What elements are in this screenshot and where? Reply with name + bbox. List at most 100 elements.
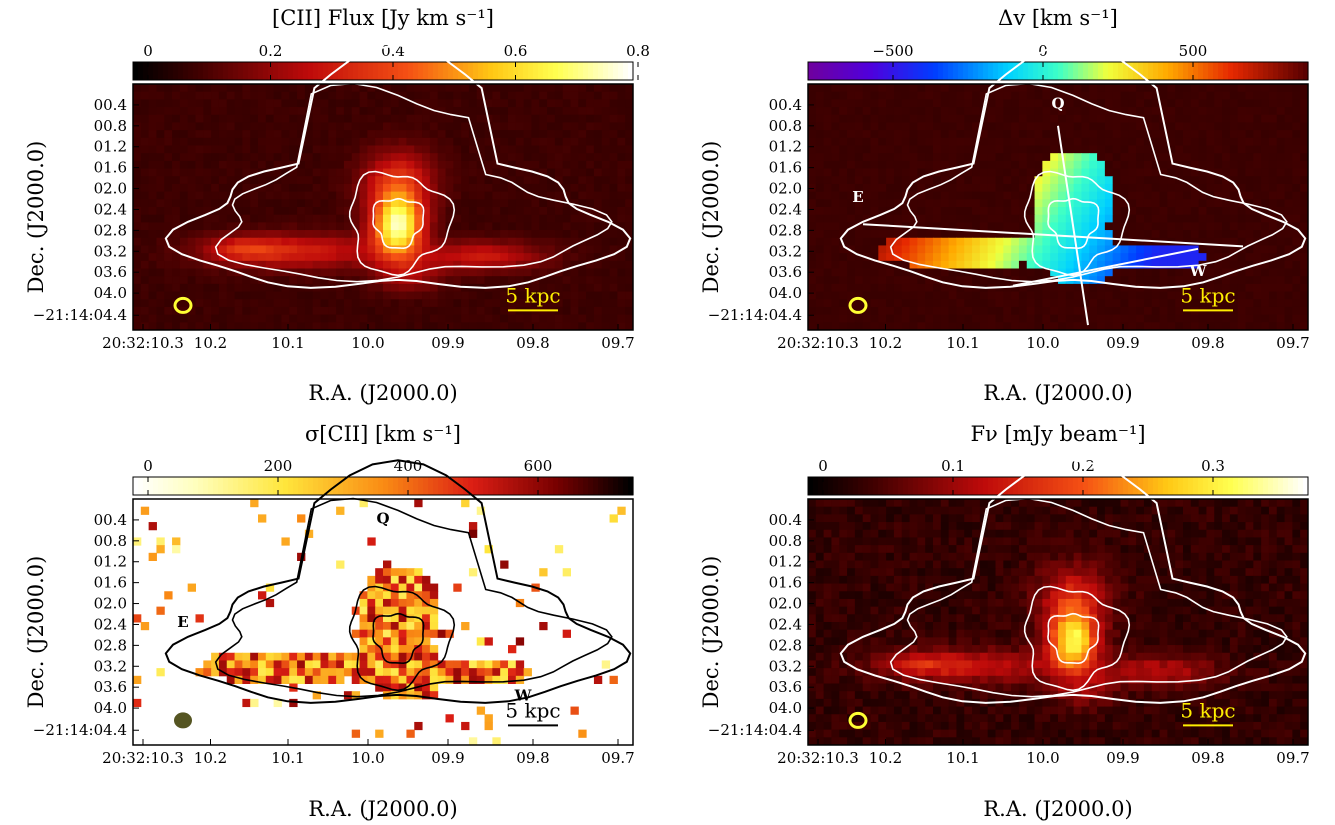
map-pixel: [281, 283, 290, 293]
map-pixel: [862, 191, 871, 200]
map-pixel: [1245, 314, 1254, 323]
map-pixel: [1206, 130, 1215, 139]
map-pixel: [862, 153, 871, 162]
map-pixel: [234, 283, 243, 293]
map-pixel: [1097, 299, 1106, 308]
map-pixel: [179, 230, 189, 239]
map-pixel: [1042, 291, 1051, 300]
map-pixel: [1183, 84, 1192, 93]
map-pixel: [1183, 222, 1192, 231]
map-pixel: [304, 253, 314, 262]
map-pixel: [1128, 114, 1137, 123]
map-pixel: [948, 114, 957, 123]
map-pixel: [492, 183, 501, 193]
map-pixel: [1237, 222, 1246, 231]
map-pixel: [570, 207, 579, 216]
map-pixel: [547, 191, 556, 200]
dec-tick-label: 04.0: [94, 699, 127, 717]
map-pixel: [383, 107, 392, 116]
map-pixel: [1097, 91, 1106, 100]
map-pixel: [422, 583, 431, 592]
map-pixel: [187, 291, 196, 300]
map-pixel: [554, 130, 564, 139]
map-pixel: [258, 237, 267, 246]
colorbar-segment: [583, 477, 589, 495]
map-pixel: [1261, 168, 1270, 177]
map-pixel: [359, 207, 368, 216]
map-pixel: [383, 675, 392, 684]
map-pixel: [172, 276, 181, 285]
map-pixel: [297, 168, 306, 177]
map-pixel: [1245, 130, 1254, 139]
map-pixel: [453, 660, 462, 669]
map-pixel: [847, 268, 856, 277]
map-pixel: [862, 99, 871, 108]
map-pixel: [375, 322, 384, 331]
map-pixel: [1034, 314, 1043, 323]
colorbar-segment: [858, 62, 864, 80]
map-pixel: [972, 237, 981, 246]
map-pixel: [351, 168, 361, 177]
map-pixel: [242, 137, 251, 146]
map-pixel: [1081, 214, 1090, 223]
map-pixel: [1214, 183, 1223, 193]
map-pixel: [211, 183, 220, 193]
map-pixel: [273, 114, 282, 123]
map-pixel: [359, 176, 368, 185]
map-pixel: [593, 245, 603, 254]
map-pixel: [367, 622, 376, 631]
map-pixel: [351, 91, 361, 100]
map-pixel: [995, 122, 1004, 131]
map-pixel: [1268, 276, 1278, 285]
map-pixel: [1089, 283, 1098, 293]
dec-tick-label: 02.8: [769, 221, 802, 239]
map-pixel: [886, 276, 895, 285]
map-pixel: [1073, 291, 1082, 300]
map-pixel: [515, 253, 525, 262]
map-pixel: [523, 314, 532, 323]
map-pixel: [218, 122, 228, 131]
map-pixel: [625, 207, 634, 216]
map-pixel: [562, 137, 571, 146]
colorbar-segment: [908, 62, 914, 80]
colorbar-frame: [807, 61, 1309, 81]
map-pixel: [492, 145, 501, 154]
map-pixel: [839, 207, 848, 216]
map-pixel: [554, 207, 564, 216]
map-pixel: [1229, 130, 1239, 139]
map-pixel: [1253, 122, 1262, 131]
map-pixel: [839, 145, 848, 154]
colorbar-segment: [533, 477, 539, 495]
map-pixel: [133, 199, 142, 208]
map-pixel: [1011, 145, 1020, 154]
map-pixel: [1058, 199, 1067, 208]
map-pixel: [164, 99, 173, 108]
map-pixel: [500, 114, 509, 123]
map-pixel: [1183, 130, 1192, 139]
map-pixel: [1253, 276, 1262, 285]
map-pixel: [187, 199, 196, 208]
map-pixel: [343, 183, 353, 193]
map-pixel: [815, 145, 825, 154]
map-pixel: [1120, 299, 1129, 308]
map-pixel: [1050, 122, 1059, 131]
map-pixel: [554, 137, 564, 146]
colorbar-segment: [248, 477, 254, 495]
map-pixel: [226, 137, 236, 146]
colorbar-segment: [938, 62, 944, 80]
map-pixel: [1065, 153, 1075, 162]
map-pixel: [625, 160, 634, 170]
map-pixel: [1026, 160, 1036, 170]
map-pixel: [1104, 322, 1114, 331]
colorbar-segment: [903, 477, 909, 495]
map-pixel: [901, 153, 911, 162]
map-pixel: [320, 207, 329, 216]
map-pixel: [917, 107, 926, 116]
map-pixel: [1050, 314, 1059, 323]
map-pixel: [917, 99, 926, 108]
map-pixel: [862, 107, 871, 116]
map-pixel: [1237, 207, 1246, 216]
map-pixel: [523, 107, 532, 116]
map-pixel: [940, 99, 950, 108]
map-pixel: [1198, 99, 1207, 108]
